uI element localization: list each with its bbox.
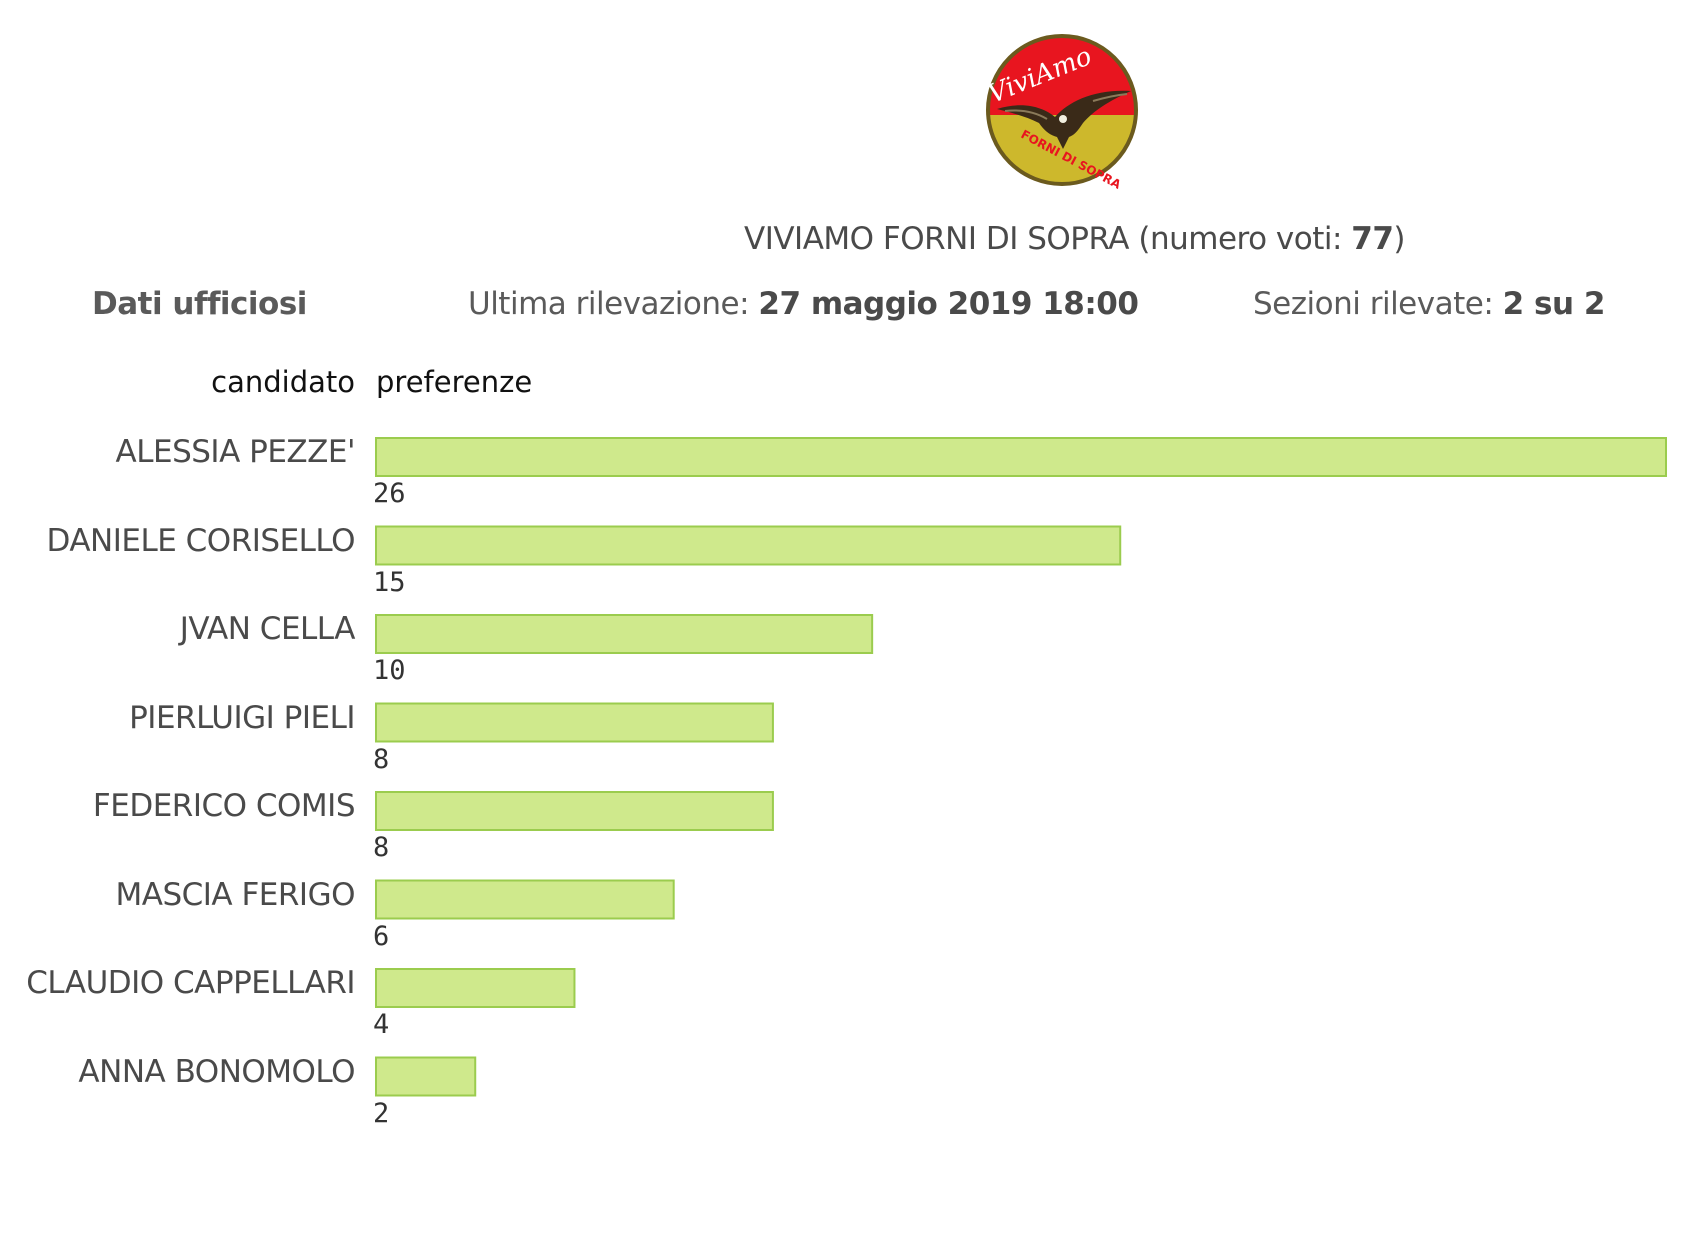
value-label: 10 [373, 655, 406, 686]
candidate-label: ANNA BONOMOLO [78, 1053, 355, 1090]
value-label: 15 [373, 566, 406, 598]
votes-suffix: ) [1393, 221, 1406, 257]
data-status: Dati ufficiosi [92, 286, 307, 322]
party-name: VIVIAMO FORNI DI SOPRA [744, 221, 1130, 257]
candidate-label: MASCIA FERIGO [115, 876, 355, 913]
bar [375, 702, 774, 743]
column-header-candidate: candidato [211, 365, 355, 399]
bar [375, 437, 1667, 477]
value-label: 8 [373, 743, 390, 775]
candidate-label: PIERLUIGI PIELI [129, 699, 355, 736]
candidate-label: JVAN CELLA [179, 611, 356, 647]
votes-prefix: (numero voti: [1138, 221, 1352, 257]
bar [375, 791, 774, 831]
candidate-label: FEDERICO COMIS [92, 788, 356, 824]
eagle-icon [997, 90, 1131, 149]
bar [375, 1056, 477, 1097]
sections-value: 2 su 2 [1502, 286, 1606, 322]
party-title: VIVIAMO FORNI DI SOPRA (numero voti: 77) [744, 221, 1406, 257]
candidate-label: DANIELE CORISELLO [46, 522, 356, 559]
value-label: 26 [373, 478, 406, 509]
value-label: 4 [373, 1009, 390, 1040]
bar [375, 614, 874, 654]
votes-value: 77 [1351, 221, 1394, 257]
bar [375, 525, 1122, 566]
last-update-label: Ultima rilevazione: [468, 286, 750, 322]
last-update: Ultima rilevazione: 27 maggio 2019 18:00 [468, 286, 1139, 322]
sections-label: Sezioni rilevate: [1253, 286, 1494, 322]
bar [375, 879, 675, 920]
party-logo: ViviAmo FORNI DI SOPRA [984, 34, 1138, 189]
candidate-label: CLAUDIO CAPPELLARI [26, 965, 355, 1001]
value-label: 8 [373, 832, 390, 863]
value-label: 2 [373, 1097, 390, 1129]
column-header-preferences: preferenze [376, 365, 533, 399]
value-label: 6 [373, 920, 390, 952]
candidate-label: ALESSIA PEZZE' [115, 434, 356, 470]
bar [375, 968, 576, 1008]
sections-count: Sezioni rilevate: 2 su 2 [1253, 286, 1605, 322]
last-update-value: 27 maggio 2019 18:00 [758, 286, 1139, 322]
